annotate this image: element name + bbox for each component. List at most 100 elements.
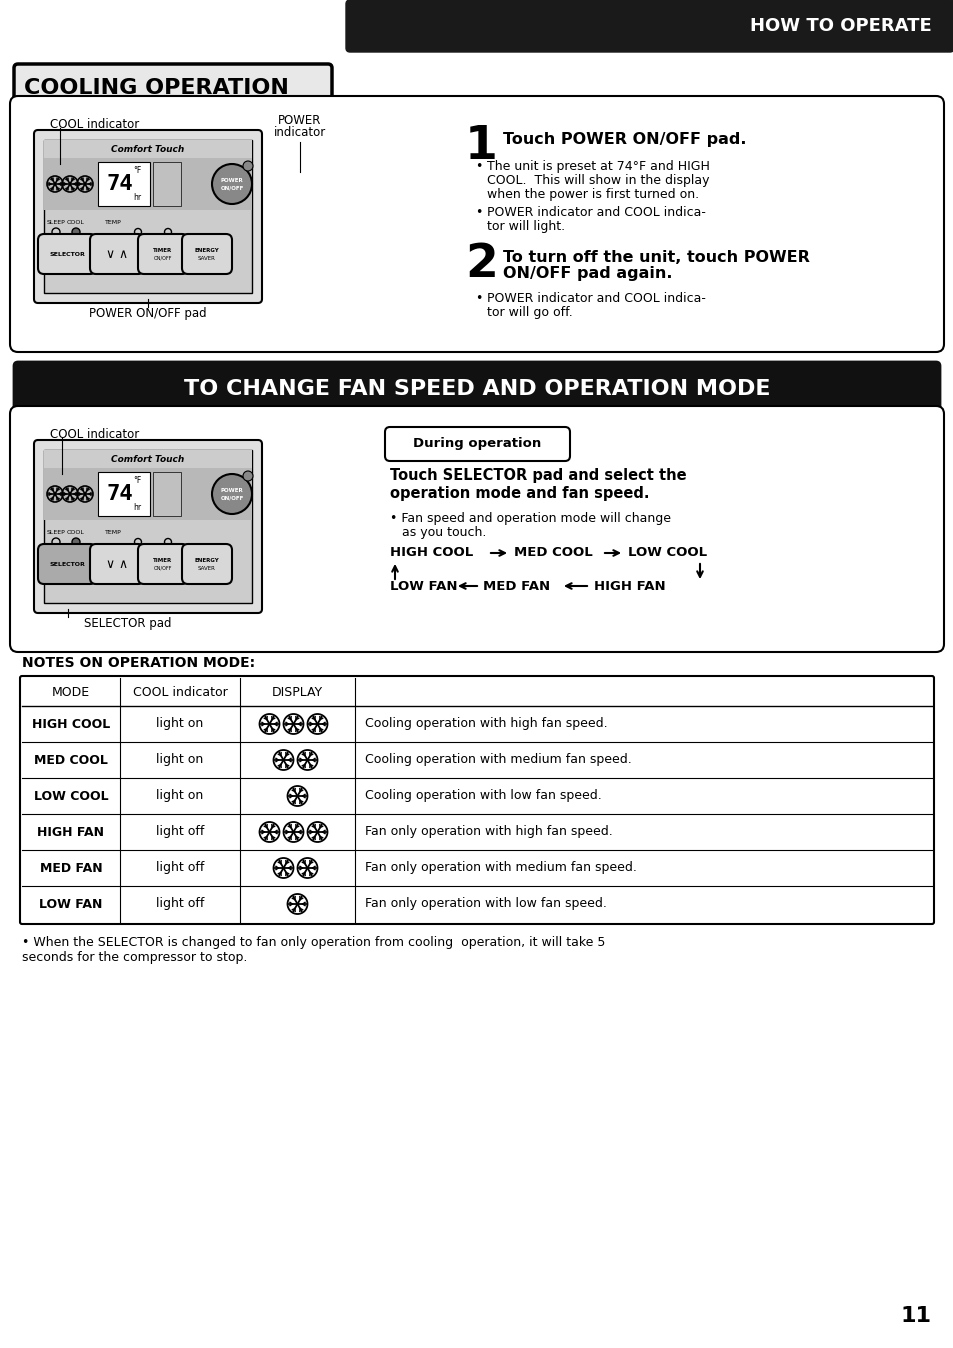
Text: light on: light on bbox=[156, 754, 203, 767]
Text: when the power is first turned on.: when the power is first turned on. bbox=[486, 187, 699, 201]
Text: MODE: MODE bbox=[51, 686, 90, 698]
Circle shape bbox=[212, 164, 252, 204]
Text: SELECTOR: SELECTOR bbox=[49, 562, 85, 566]
Text: ∨: ∨ bbox=[106, 558, 114, 570]
Text: 74: 74 bbox=[107, 484, 133, 504]
Text: TIMER: TIMER bbox=[153, 248, 172, 252]
Circle shape bbox=[71, 228, 80, 236]
Text: 1: 1 bbox=[464, 124, 497, 168]
Text: LOW COOL: LOW COOL bbox=[33, 790, 109, 802]
FancyBboxPatch shape bbox=[44, 450, 252, 468]
Text: To turn off the unit, touch POWER: To turn off the unit, touch POWER bbox=[502, 249, 809, 266]
FancyBboxPatch shape bbox=[98, 162, 150, 206]
Text: POWER: POWER bbox=[220, 488, 243, 492]
FancyBboxPatch shape bbox=[20, 675, 933, 923]
Text: as you touch.: as you touch. bbox=[401, 526, 486, 539]
Text: light on: light on bbox=[156, 790, 203, 802]
Text: °F: °F bbox=[132, 166, 141, 175]
Text: COOL indicator: COOL indicator bbox=[132, 686, 227, 698]
FancyBboxPatch shape bbox=[44, 140, 252, 158]
Text: COOL.  This will show in the display: COOL. This will show in the display bbox=[486, 174, 709, 187]
Text: COOLING OPERATION: COOLING OPERATION bbox=[24, 78, 289, 98]
Text: • Fan speed and operation mode will change: • Fan speed and operation mode will chan… bbox=[390, 512, 670, 524]
FancyBboxPatch shape bbox=[182, 545, 232, 584]
Text: POWER ON/OFF pad: POWER ON/OFF pad bbox=[89, 307, 207, 319]
Text: Touch POWER ON/OFF pad.: Touch POWER ON/OFF pad. bbox=[502, 132, 745, 147]
Text: SLEEP: SLEEP bbox=[47, 220, 66, 225]
FancyBboxPatch shape bbox=[34, 439, 262, 613]
Text: operation mode and fan speed.: operation mode and fan speed. bbox=[390, 487, 649, 501]
Text: SAVER: SAVER bbox=[198, 566, 215, 570]
Text: Fan only operation with high fan speed.: Fan only operation with high fan speed. bbox=[365, 825, 612, 838]
Text: NOTES ON OPERATION MODE:: NOTES ON OPERATION MODE: bbox=[22, 656, 254, 670]
Text: LOW FAN: LOW FAN bbox=[390, 580, 457, 593]
Text: COOL: COOL bbox=[67, 530, 85, 535]
Text: POWER: POWER bbox=[278, 115, 321, 127]
Text: During operation: During operation bbox=[413, 438, 541, 450]
FancyBboxPatch shape bbox=[34, 129, 262, 303]
Text: Fan only operation with medium fan speed.: Fan only operation with medium fan speed… bbox=[365, 861, 637, 875]
Text: tor will go off.: tor will go off. bbox=[486, 306, 572, 319]
Text: ON/OFF pad again.: ON/OFF pad again. bbox=[502, 266, 672, 280]
Text: •: • bbox=[475, 293, 482, 305]
Text: •: • bbox=[475, 206, 482, 218]
FancyBboxPatch shape bbox=[90, 545, 144, 584]
Text: POWER: POWER bbox=[220, 178, 243, 182]
Text: HOW TO OPERATE: HOW TO OPERATE bbox=[749, 18, 931, 35]
FancyBboxPatch shape bbox=[14, 363, 939, 417]
Text: Cooling operation with low fan speed.: Cooling operation with low fan speed. bbox=[365, 790, 601, 802]
Text: Comfort Touch: Comfort Touch bbox=[112, 144, 185, 154]
Text: LOW FAN: LOW FAN bbox=[39, 898, 103, 910]
Text: MED COOL: MED COOL bbox=[514, 546, 592, 559]
Text: Touch SELECTOR pad and select the: Touch SELECTOR pad and select the bbox=[390, 468, 686, 483]
Circle shape bbox=[243, 470, 253, 481]
Text: hr: hr bbox=[132, 193, 141, 202]
Circle shape bbox=[71, 538, 80, 546]
Text: MED FAN: MED FAN bbox=[482, 580, 550, 593]
Text: °F: °F bbox=[132, 476, 141, 485]
Text: COOL indicator: COOL indicator bbox=[50, 119, 139, 131]
FancyBboxPatch shape bbox=[10, 96, 943, 352]
Text: indicator: indicator bbox=[274, 125, 326, 139]
FancyBboxPatch shape bbox=[138, 235, 188, 274]
Text: COOL indicator: COOL indicator bbox=[50, 429, 139, 441]
FancyBboxPatch shape bbox=[10, 406, 943, 652]
Text: •: • bbox=[475, 160, 482, 173]
Circle shape bbox=[243, 160, 253, 171]
Text: Comfort Touch: Comfort Touch bbox=[112, 454, 185, 464]
Text: The unit is preset at 74°F and HIGH: The unit is preset at 74°F and HIGH bbox=[486, 160, 709, 173]
FancyBboxPatch shape bbox=[90, 235, 144, 274]
Text: 74: 74 bbox=[107, 174, 133, 194]
Text: SELECTOR pad: SELECTOR pad bbox=[84, 617, 172, 630]
Text: Cooling operation with high fan speed.: Cooling operation with high fan speed. bbox=[365, 717, 607, 731]
FancyBboxPatch shape bbox=[182, 235, 232, 274]
FancyBboxPatch shape bbox=[44, 158, 252, 210]
Text: ∨: ∨ bbox=[106, 248, 114, 260]
FancyBboxPatch shape bbox=[38, 545, 96, 584]
Text: • When the SELECTOR is changed to fan only operation from cooling  operation, it: • When the SELECTOR is changed to fan on… bbox=[22, 936, 605, 964]
FancyBboxPatch shape bbox=[385, 427, 569, 461]
Text: SELECTOR: SELECTOR bbox=[49, 252, 85, 256]
Text: TIMER: TIMER bbox=[153, 558, 172, 562]
Text: ON/OFF: ON/OFF bbox=[153, 256, 172, 260]
Text: HIGH COOL: HIGH COOL bbox=[31, 717, 110, 731]
Text: POWER indicator and COOL indica-: POWER indicator and COOL indica- bbox=[486, 293, 705, 305]
FancyBboxPatch shape bbox=[14, 63, 332, 112]
Text: COOL: COOL bbox=[67, 220, 85, 225]
Text: Cooling operation with medium fan speed.: Cooling operation with medium fan speed. bbox=[365, 754, 631, 767]
Text: 2: 2 bbox=[464, 243, 497, 287]
Text: light off: light off bbox=[155, 825, 204, 838]
FancyBboxPatch shape bbox=[138, 545, 188, 584]
Text: TO CHANGE FAN SPEED AND OPERATION MODE: TO CHANGE FAN SPEED AND OPERATION MODE bbox=[184, 379, 769, 399]
Text: Fan only operation with low fan speed.: Fan only operation with low fan speed. bbox=[365, 898, 606, 910]
Text: DISPLAY: DISPLAY bbox=[272, 686, 323, 698]
Text: ENERGY: ENERGY bbox=[194, 248, 219, 252]
Text: 11: 11 bbox=[900, 1306, 931, 1326]
Text: POWER indicator and COOL indica-: POWER indicator and COOL indica- bbox=[486, 206, 705, 218]
Text: MED COOL: MED COOL bbox=[34, 754, 108, 767]
Text: ON/OFF: ON/OFF bbox=[153, 566, 172, 570]
Text: tor will light.: tor will light. bbox=[486, 220, 564, 233]
FancyBboxPatch shape bbox=[38, 235, 96, 274]
Text: hr: hr bbox=[132, 503, 141, 512]
Text: light on: light on bbox=[156, 717, 203, 731]
